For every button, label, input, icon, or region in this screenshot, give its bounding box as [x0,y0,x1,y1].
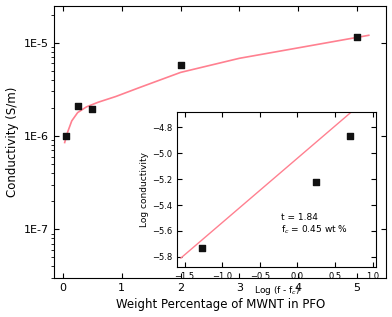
Point [354,35,360,40]
Point [63,133,69,139]
Point [89,107,96,112]
Y-axis label: Conductivity (S/m): Conductivity (S/m) [5,87,18,197]
X-axis label: Weight Percentage of MWNT in PFO: Weight Percentage of MWNT in PFO [116,298,325,311]
Point [178,62,184,67]
Point [74,103,81,108]
